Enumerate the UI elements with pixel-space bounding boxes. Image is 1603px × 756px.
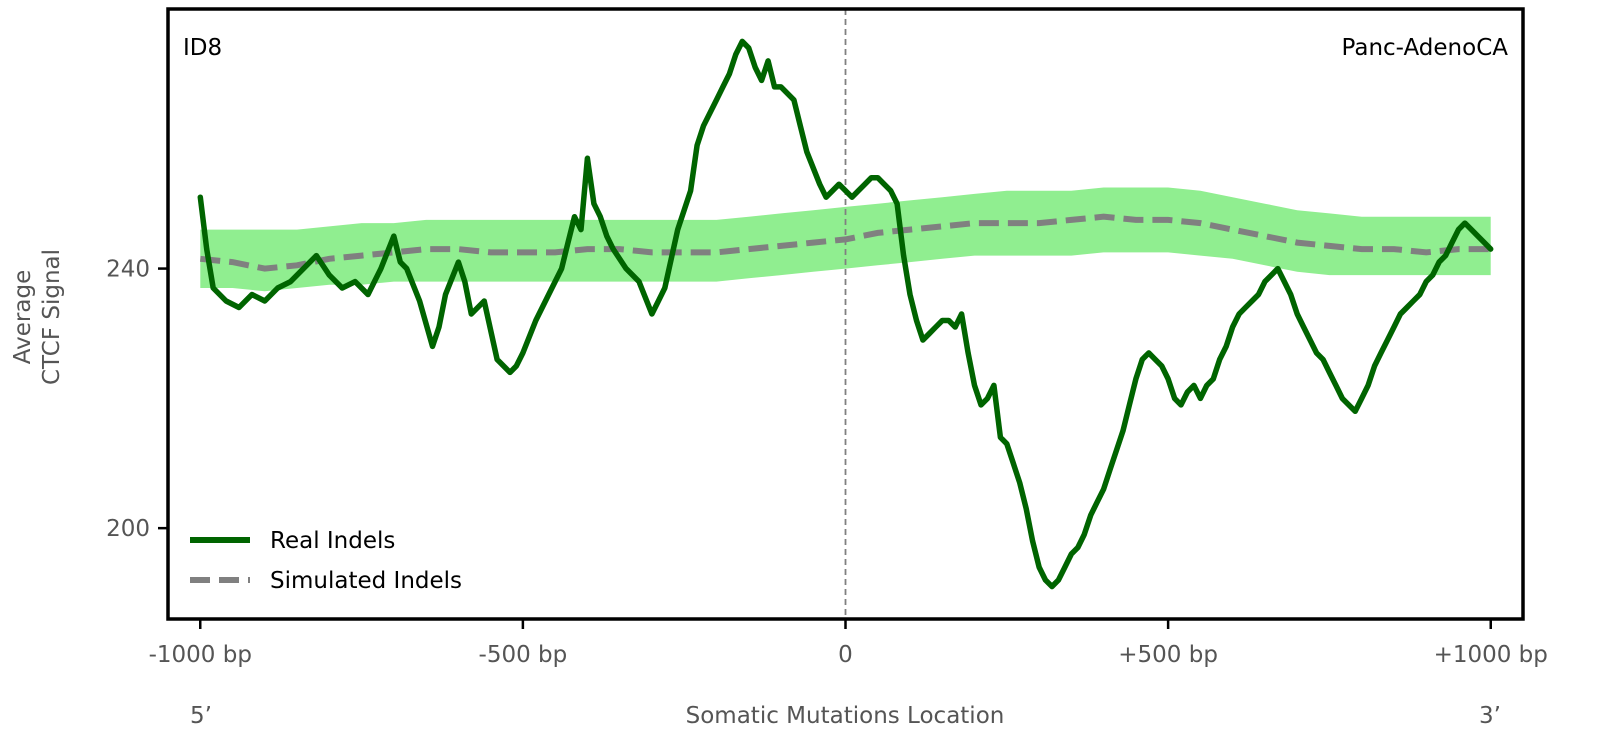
x-tick-label: -500 bp <box>479 642 568 668</box>
y-tick-label: 200 <box>106 516 150 542</box>
series-simulated-indels <box>199 213 1491 272</box>
three-prime-label: 3’ <box>1479 703 1501 729</box>
panel-label-left: ID8 <box>183 35 222 61</box>
y-axis-title-line2: CTCF Signal <box>39 249 65 385</box>
legend: Real Indels Simulated Indels <box>190 528 462 594</box>
series-real-indels <box>197 38 1494 590</box>
legend-label-simulated: Simulated Indels <box>270 568 462 594</box>
panel-label-right: Panc-AdenoCA <box>1342 35 1509 61</box>
five-prime-label: 5’ <box>190 703 212 729</box>
x-axis-title: Somatic Mutations Location <box>686 703 1005 729</box>
y-axis-title-line1: Average <box>10 270 36 364</box>
legend-label-real: Real Indels <box>270 528 395 554</box>
plot-area <box>197 9 1494 619</box>
axis-ticks: -1000 bp -500 bp 0 +500 bp +1000 bp 200 240 <box>106 257 1548 668</box>
x-tick-label: +1000 bp <box>1434 642 1548 668</box>
y-tick-label: 240 <box>106 257 150 283</box>
x-tick-label: +500 bp <box>1118 642 1218 668</box>
x-tick-label: -1000 bp <box>149 642 252 668</box>
x-tick-label: 0 <box>838 642 853 668</box>
